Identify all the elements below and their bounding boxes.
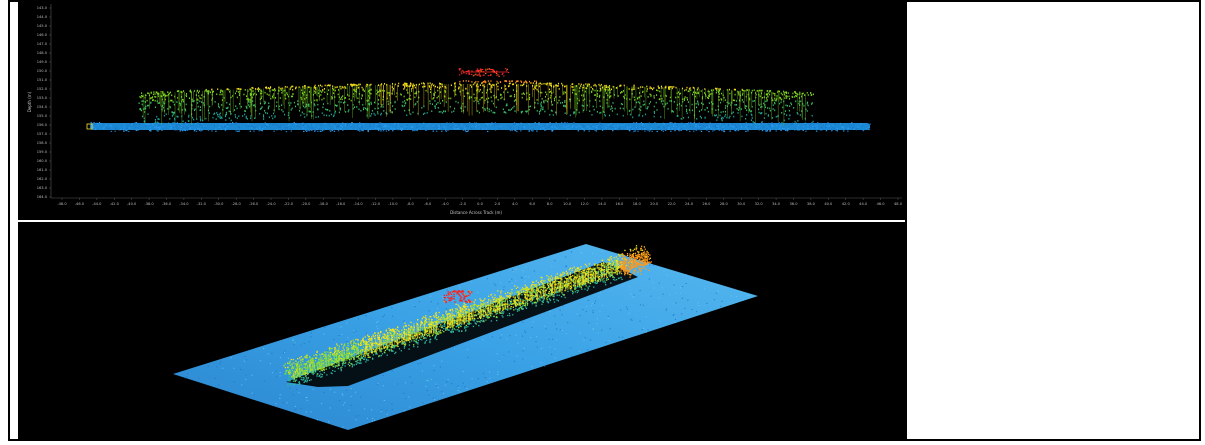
x-tick-label: 46.0 — [877, 202, 886, 206]
x-tick-label: 32.0 — [755, 202, 764, 206]
x-tick-label: 2.0 — [495, 202, 501, 206]
x-tick-label: -14.0 — [353, 202, 363, 206]
x-tick-label: 4.0 — [512, 202, 518, 206]
x-tick-label: -40.0 — [127, 202, 137, 206]
y-tick-label: 152.0 — [37, 87, 48, 91]
x-tick-label: 6.0 — [529, 202, 535, 206]
x-tick-label: -10.0 — [388, 202, 398, 206]
x-tick-label: 36.0 — [789, 202, 798, 206]
x-tick-label: -30.0 — [214, 202, 224, 206]
x-tick-label: 26.0 — [702, 202, 711, 206]
y-tick-label: 145.0 — [37, 24, 48, 28]
x-tick-label: 28.0 — [720, 202, 729, 206]
x-tick-label: -2.0 — [459, 202, 467, 206]
y-tick-label: 163.0 — [37, 186, 48, 190]
x-tick-label: -36.0 — [162, 202, 172, 206]
x-tick-label: -12.0 — [371, 202, 381, 206]
y-tick-label: 162.0 — [37, 177, 48, 181]
x-tick-label: 16.0 — [615, 202, 624, 206]
x-tick-label: -46.0 — [75, 202, 85, 206]
x-tick-label: -38.0 — [144, 202, 154, 206]
x-tick-label: -34.0 — [179, 202, 189, 206]
x-tick-label: 44.0 — [859, 202, 868, 206]
x-tick-label: 0.0 — [477, 202, 483, 206]
column-divider — [905, 0, 907, 441]
y-tick-label: 164.0 — [37, 195, 48, 199]
y-tick-label: 161.0 — [37, 168, 48, 172]
x-tick-label: -44.0 — [92, 202, 102, 206]
x-tick-label: 18.0 — [633, 202, 642, 206]
x-tick-label: -8.0 — [407, 202, 415, 206]
x-tick-label: 10.0 — [563, 202, 572, 206]
sonar-point-cloud-profile — [90, 68, 871, 133]
x-tick-label: 24.0 — [685, 202, 694, 206]
x-tick-label: -4.0 — [442, 202, 450, 206]
y-tick-label: 159.0 — [37, 150, 48, 154]
y-tick-label: 143.0 — [37, 6, 48, 10]
perspective-view-plot — [18, 222, 905, 441]
x-tick-label: 38.0 — [807, 202, 816, 206]
x-tick-label: -20.0 — [301, 202, 311, 206]
y-tick-label: 160.0 — [37, 159, 48, 163]
y-tick-label: 147.0 — [37, 42, 48, 46]
x-tick-label: 42.0 — [842, 202, 851, 206]
x-tick-label: 8.0 — [547, 202, 553, 206]
y-tick-label: 146.0 — [37, 33, 48, 37]
x-tick-label: -28.0 — [232, 202, 242, 206]
y-tick-label: 153.0 — [37, 96, 48, 100]
row-separator — [18, 220, 905, 222]
x-tick-label: 40.0 — [824, 202, 833, 206]
x-tick-label: 30.0 — [737, 202, 746, 206]
y-tick-label: 158.0 — [37, 141, 48, 145]
y-tick-label: 144.0 — [37, 15, 48, 19]
profile-view-panel: 143.0 144.0 145.0 146.0 147.0 148.0 149.0 150.0… — [18, 2, 905, 220]
perspective-view-panel — [18, 222, 905, 441]
x-tick-label: -22.0 — [284, 202, 294, 206]
x-tick-label: -42.0 — [110, 202, 120, 206]
x-tick-label: -48.0 — [57, 202, 67, 206]
x-tick-label: 20.0 — [650, 202, 659, 206]
selection-marker[interactable] — [86, 123, 93, 130]
y-tick-label: 150.0 — [37, 69, 48, 73]
y-axis-label: Depth (m) — [27, 91, 32, 112]
profile-view-plot: 143.0 144.0 145.0 146.0 147.0 148.0 149.0 150.0… — [18, 2, 905, 220]
y-tick-label: 148.0 — [37, 51, 48, 55]
x-tick-label: 34.0 — [772, 202, 781, 206]
y-tick-label: 156.0 — [37, 123, 48, 127]
x-tick-label: -18.0 — [319, 202, 329, 206]
x-axis-label: Distance Across Track (m) — [450, 210, 502, 215]
y-tick-label: 151.0 — [37, 78, 48, 82]
x-tick-label: 22.0 — [668, 202, 677, 206]
x-tick-label: -6.0 — [424, 202, 432, 206]
y-tick-label: 149.0 — [37, 60, 48, 64]
x-tick-label: 48.0 — [894, 202, 903, 206]
x-tick-label: 12.0 — [580, 202, 589, 206]
x-tick-label: -32.0 — [197, 202, 207, 206]
x-tick-label: 14.0 — [598, 202, 607, 206]
y-tick-label: 154.0 — [37, 105, 48, 109]
sonar-point-cloud-perspective — [283, 245, 652, 386]
x-tick-label: -24.0 — [266, 202, 276, 206]
x-tick-label: -16.0 — [336, 202, 346, 206]
y-tick-label: 155.0 — [37, 114, 48, 118]
x-tick-label: -26.0 — [249, 202, 259, 206]
y-tick-label: 157.0 — [37, 132, 48, 136]
